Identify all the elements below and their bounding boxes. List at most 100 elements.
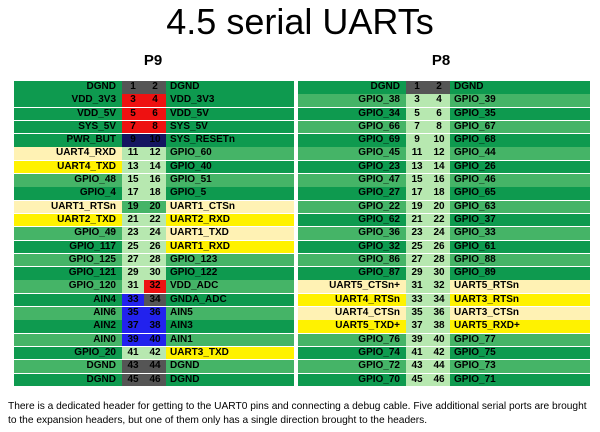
pin-label-left: GPIO_38	[298, 94, 406, 107]
pin-number-right: 36	[428, 307, 450, 320]
pin-row: GPIO_32 25 26 GPIO_61	[298, 240, 590, 254]
pin-label-right: GPIO_39	[450, 94, 590, 107]
pin-number-right: 8	[144, 120, 166, 134]
pin-row: GPIO_74 41 42 GPIO_75	[298, 346, 590, 360]
pin-number-right: 30	[428, 267, 450, 280]
pin-number-right: 44	[144, 360, 166, 373]
pin-number-left: 45	[406, 373, 428, 387]
pin-label-left: UART4_RTSn	[298, 293, 406, 307]
pin-row: UART4_RTSn 33 34 UART3_RTSn	[298, 293, 590, 307]
pin-number-right: 20	[144, 200, 166, 214]
pin-number-right: 2	[144, 81, 166, 94]
pin-label-left: GPIO_4	[14, 187, 122, 200]
pin-row: UART4_CTSn 35 36 UART3_CTSn	[298, 307, 590, 320]
header-p8-table: DGND 1 2 DGND GPIO_38 3 4 GPIO_39 GPIO_34 5 6 GPIO_…	[298, 81, 590, 387]
pin-label-left: AIN6	[14, 307, 122, 320]
pin-label-right: DGND	[450, 81, 590, 94]
pin-number-right: 6	[144, 107, 166, 121]
pin-number-right: 38	[428, 320, 450, 333]
pin-row: UART4_TXD 13 14 GPIO_40	[14, 160, 294, 174]
slide-title: 4.5 serial UARTs	[166, 1, 434, 42]
pin-label-left: GPIO_120	[14, 280, 122, 293]
pin-row: GPIO_86 27 28 GPIO_88	[298, 253, 590, 267]
pin-number-right: 30	[144, 267, 166, 280]
pin-row: GPIO_23 13 14 GPIO_26	[298, 160, 590, 174]
pin-label-left: UART4_RXD	[14, 147, 122, 160]
pin-number-right: 16	[428, 174, 450, 187]
pin-row: AIN0 39 40 AIN1	[14, 333, 294, 347]
pin-row: VDD_5V 5 6 VDD_5V	[14, 107, 294, 121]
pin-label-left: UART5_TXD+	[298, 320, 406, 333]
pin-label-right: UART5_RXD+	[450, 320, 590, 333]
pin-label-right: GPIO_68	[450, 134, 590, 147]
pin-number-left: 9	[406, 134, 428, 147]
pin-label-left: GPIO_117	[14, 240, 122, 254]
pin-label-left: GPIO_66	[298, 120, 406, 134]
pin-number-left: 39	[122, 333, 144, 347]
pin-label-left: UART1_RTSn	[14, 200, 122, 214]
pin-number-right: 22	[428, 213, 450, 227]
pin-label-right: GPIO_51	[166, 174, 294, 187]
pin-row: UART5_TXD+ 37 38 UART5_RXD+	[298, 320, 590, 333]
pin-number-left: 3	[406, 94, 428, 107]
pin-number-left: 35	[406, 307, 428, 320]
pin-number-left: 25	[406, 240, 428, 254]
pin-row: GPIO_76 39 40 GPIO_77	[298, 333, 590, 347]
pin-label-right: GPIO_77	[450, 333, 590, 347]
pin-number-left: 15	[406, 174, 428, 187]
pin-label-right: GPIO_63	[450, 200, 590, 214]
pin-number-right: 40	[144, 333, 166, 347]
pin-label-right: AIN1	[166, 333, 294, 347]
pin-label-right: UART2_RXD	[166, 213, 294, 227]
pin-label-left: GPIO_47	[298, 174, 406, 187]
pin-number-left: 31	[406, 280, 428, 293]
header-label-p8: P8	[431, 52, 451, 69]
pin-number-left: 19	[406, 200, 428, 214]
pin-label-right: UART1_RXD	[166, 240, 294, 254]
pin-row: GPIO_121 29 30 GPIO_122	[14, 267, 294, 280]
pin-label-left: GPIO_125	[14, 253, 122, 267]
pin-number-left: 37	[122, 320, 144, 333]
pin-label-right: UART5_RTSn	[450, 280, 590, 293]
pin-number-right: 12	[428, 147, 450, 160]
pin-number-left: 13	[122, 160, 144, 174]
pin-row: GPIO_87 29 30 GPIO_89	[298, 267, 590, 280]
pin-label-left: UART5_CTSn+	[298, 280, 406, 293]
pin-number-left: 35	[122, 307, 144, 320]
pin-number-right: 42	[428, 346, 450, 360]
pin-label-left: UART4_CTSn	[298, 307, 406, 320]
pin-row: GPIO_34 5 6 GPIO_35	[298, 107, 590, 121]
pin-number-left: 1	[122, 81, 144, 94]
pin-label-right: DGND	[166, 81, 294, 94]
pin-number-left: 17	[122, 187, 144, 200]
pin-number-left: 5	[122, 107, 144, 121]
pin-label-right: UART3_RTSn	[450, 293, 590, 307]
pin-row: GPIO_70 45 46 GPIO_71	[298, 373, 590, 387]
pin-number-right: 6	[428, 107, 450, 121]
pin-row: GPIO_38 3 4 GPIO_39	[298, 94, 590, 107]
pin-label-right: GPIO_61	[450, 240, 590, 254]
pin-label-left: UART2_TXD	[14, 213, 122, 227]
pin-label-right: GPIO_35	[450, 107, 590, 121]
pin-number-left: 33	[122, 293, 144, 307]
pin-number-left: 17	[406, 187, 428, 200]
pin-label-left: GPIO_45	[298, 147, 406, 160]
pin-number-left: 11	[406, 147, 428, 160]
pin-number-left: 27	[122, 253, 144, 267]
pin-number-left: 29	[406, 267, 428, 280]
pin-number-right: 14	[144, 160, 166, 174]
pin-label-left: GPIO_49	[14, 227, 122, 240]
pin-label-left: UART4_TXD	[14, 160, 122, 174]
pin-number-right: 10	[144, 134, 166, 147]
pin-number-right: 46	[428, 373, 450, 387]
pin-row: AIN2 37 38 AIN3	[14, 320, 294, 333]
pin-label-left: VDD_3V3	[14, 94, 122, 107]
pin-number-right: 14	[428, 160, 450, 174]
pin-number-right: 34	[144, 293, 166, 307]
pin-number-left: 33	[406, 293, 428, 307]
pin-label-left: GPIO_87	[298, 267, 406, 280]
pin-label-right: GPIO_65	[450, 187, 590, 200]
pin-number-right: 34	[428, 293, 450, 307]
pin-number-right: 24	[428, 227, 450, 240]
pin-row: GPIO_20 41 42 UART3_TXD	[14, 346, 294, 360]
